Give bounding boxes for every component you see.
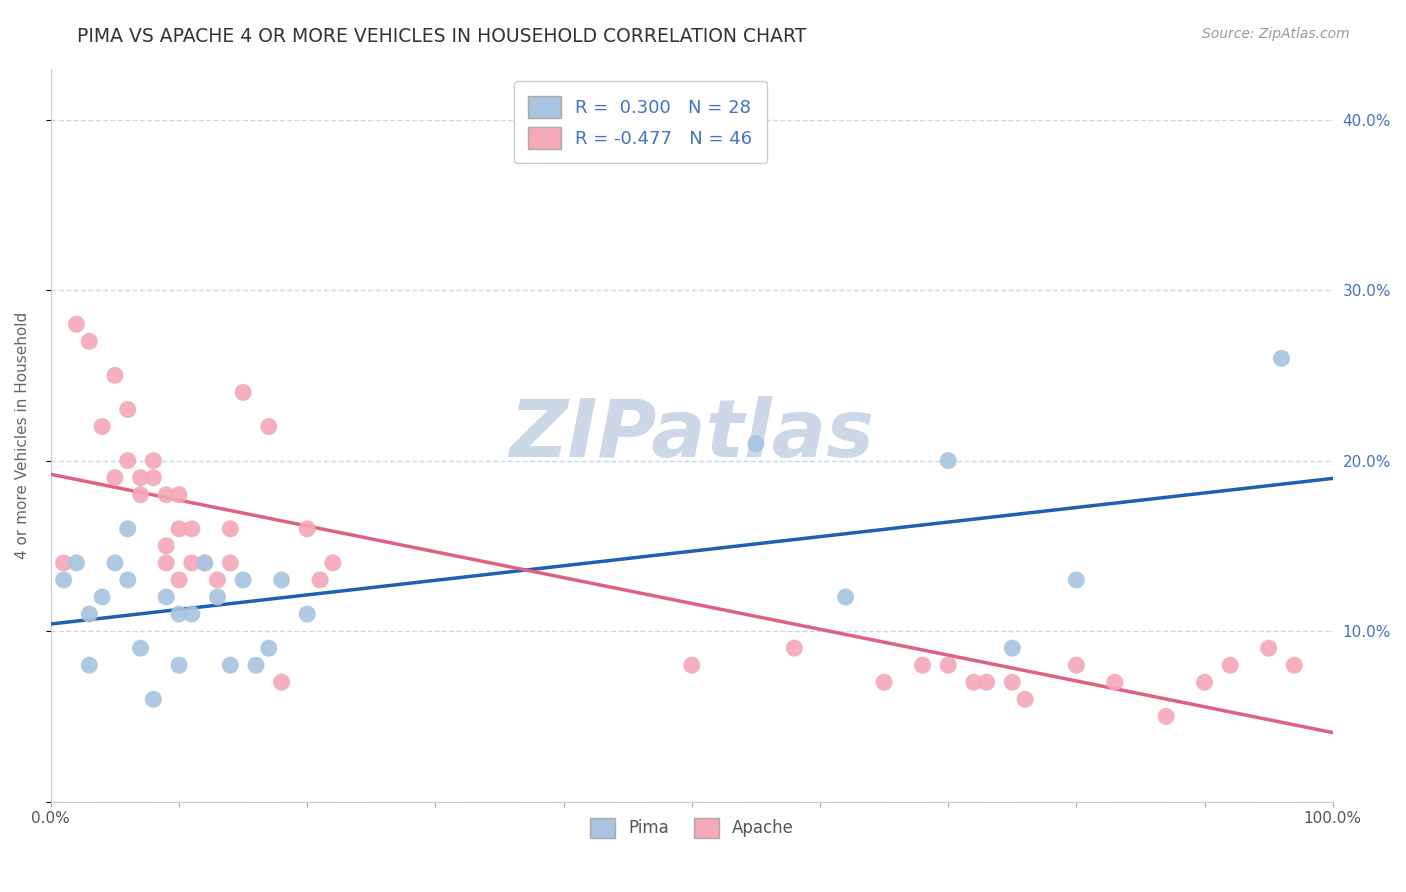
Point	[1001, 641, 1024, 656]
Point	[745, 436, 768, 450]
Point	[117, 453, 139, 467]
Point	[65, 317, 87, 331]
Point	[104, 368, 127, 383]
Point	[52, 573, 75, 587]
Point	[1104, 675, 1126, 690]
Point	[79, 658, 101, 673]
Point	[155, 556, 177, 570]
Point	[1014, 692, 1036, 706]
Point	[1257, 641, 1279, 656]
Text: ZIPatlas: ZIPatlas	[509, 396, 875, 474]
Point	[52, 556, 75, 570]
Point	[963, 675, 986, 690]
Point	[129, 641, 152, 656]
Point	[180, 556, 202, 570]
Point	[681, 658, 703, 673]
Point	[297, 522, 319, 536]
Point	[1194, 675, 1216, 690]
Point	[322, 556, 344, 570]
Point	[936, 453, 959, 467]
Point	[167, 522, 190, 536]
Point	[167, 573, 190, 587]
Point	[117, 402, 139, 417]
Point	[911, 658, 934, 673]
Legend: Pima, Apache: Pima, Apache	[583, 811, 800, 845]
Point	[117, 522, 139, 536]
Point	[194, 556, 217, 570]
Point	[142, 471, 165, 485]
Point	[129, 488, 152, 502]
Y-axis label: 4 or more Vehicles in Household: 4 or more Vehicles in Household	[15, 311, 30, 558]
Point	[104, 556, 127, 570]
Point	[270, 675, 292, 690]
Point	[219, 556, 242, 570]
Point	[232, 385, 254, 400]
Point	[180, 607, 202, 621]
Point	[873, 675, 896, 690]
Text: Source: ZipAtlas.com: Source: ZipAtlas.com	[1202, 27, 1350, 41]
Point	[1066, 573, 1088, 587]
Point	[167, 488, 190, 502]
Point	[79, 334, 101, 349]
Point	[219, 522, 242, 536]
Point	[257, 419, 280, 434]
Point	[194, 556, 217, 570]
Point	[180, 522, 202, 536]
Point	[270, 573, 292, 587]
Point	[245, 658, 267, 673]
Point	[167, 607, 190, 621]
Point	[783, 641, 806, 656]
Point	[309, 573, 332, 587]
Point	[1270, 351, 1292, 366]
Point	[65, 556, 87, 570]
Point	[257, 641, 280, 656]
Point	[142, 453, 165, 467]
Point	[129, 471, 152, 485]
Point	[1154, 709, 1177, 723]
Point	[167, 658, 190, 673]
Point	[155, 590, 177, 604]
Point	[1219, 658, 1241, 673]
Point	[207, 573, 229, 587]
Point	[91, 419, 114, 434]
Point	[1001, 675, 1024, 690]
Point	[232, 573, 254, 587]
Point	[91, 590, 114, 604]
Point	[1066, 658, 1088, 673]
Point	[104, 471, 127, 485]
Point	[155, 488, 177, 502]
Point	[155, 539, 177, 553]
Point	[117, 573, 139, 587]
Point	[142, 692, 165, 706]
Point	[976, 675, 998, 690]
Point	[1284, 658, 1306, 673]
Point	[936, 658, 959, 673]
Point	[219, 658, 242, 673]
Point	[79, 607, 101, 621]
Point	[207, 590, 229, 604]
Point	[297, 607, 319, 621]
Point	[834, 590, 856, 604]
Text: PIMA VS APACHE 4 OR MORE VEHICLES IN HOUSEHOLD CORRELATION CHART: PIMA VS APACHE 4 OR MORE VEHICLES IN HOU…	[77, 27, 807, 45]
